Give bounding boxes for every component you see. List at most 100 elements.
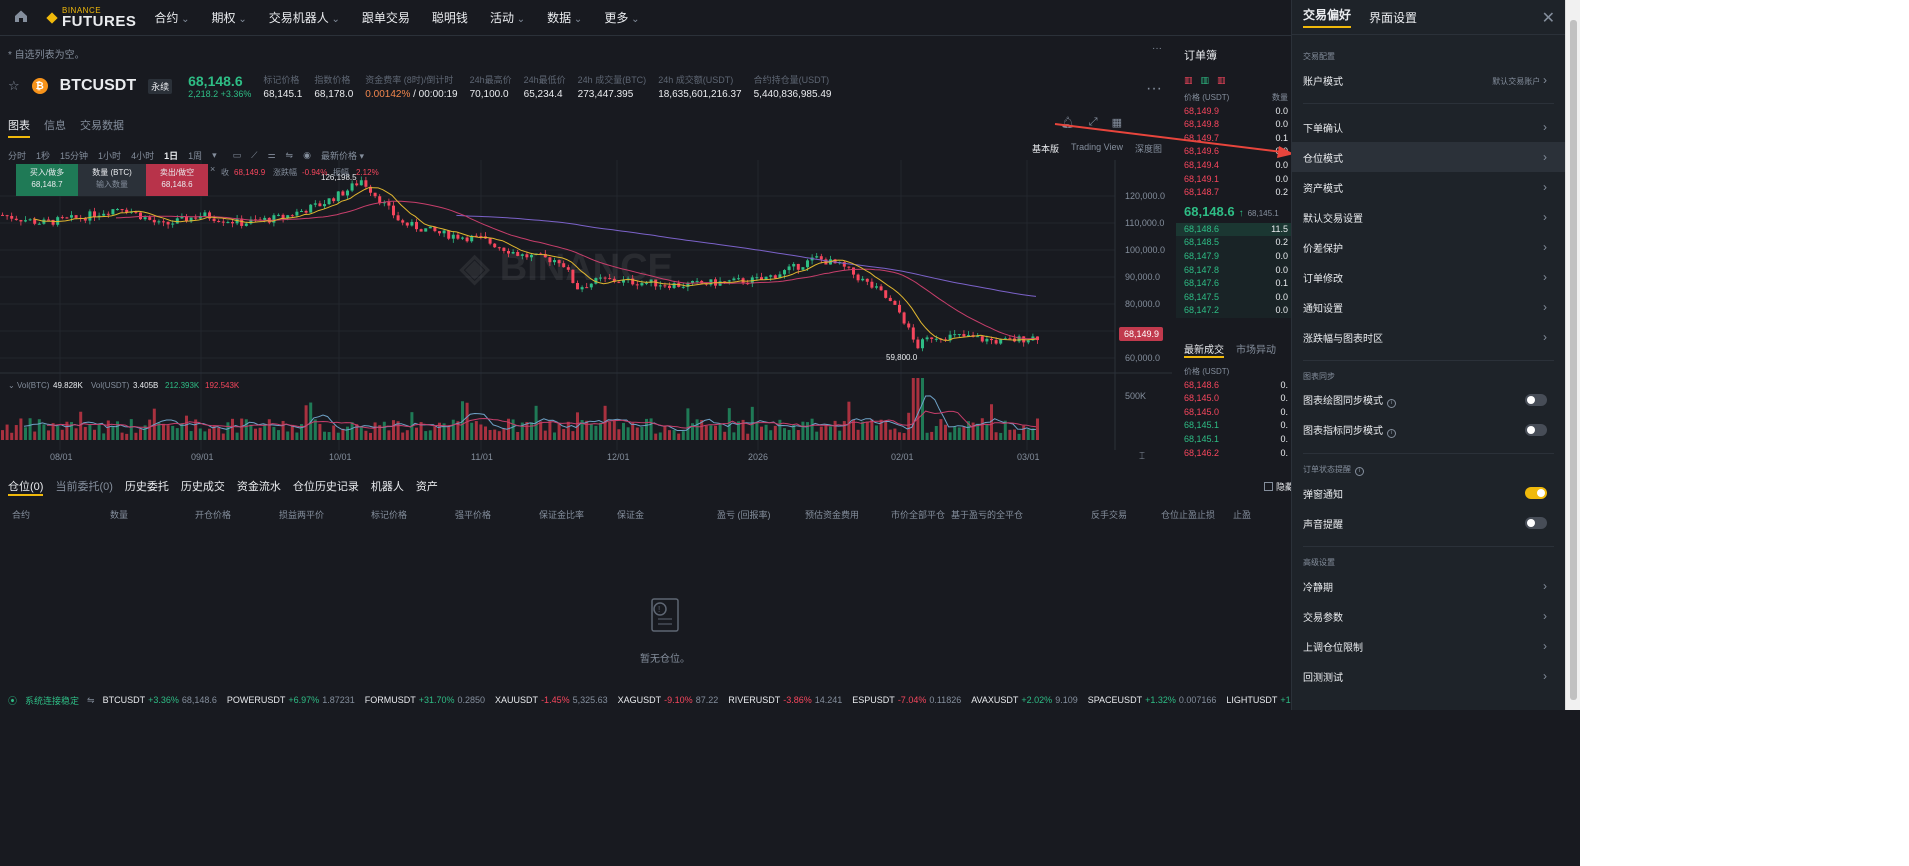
indicator-icon[interactable]: ▭ (232, 150, 242, 160)
nav-item-events[interactable]: 活动 (490, 9, 525, 26)
close-icon[interactable]: ✕ (1541, 10, 1555, 27)
bid-row[interactable]: 68,147.9 0.0 (1176, 249, 1296, 264)
sound-alert-toggle[interactable] (1525, 517, 1547, 529)
interval-1s[interactable]: 1秒 (36, 151, 51, 161)
footer-ticker-item[interactable]: RIVERUSDT -3.86% 14.241 (728, 695, 843, 705)
footer-ticker-item[interactable]: POWERUSDT +6.97% 1.87231 (226, 695, 355, 705)
bid-row[interactable]: 68,148.6 11.5 (1176, 222, 1296, 237)
bid-row[interactable]: 68,148.5 0.2 (1176, 236, 1296, 250)
ask-row[interactable]: 68,149.4 0.0 (1184, 159, 1288, 170)
ask-row[interactable]: 68,149.1 0.0 (1184, 173, 1288, 184)
bid-row[interactable]: 68,147.8 0.0 (1176, 263, 1296, 278)
bid-row[interactable]: 68,147.6 0.1 (1176, 277, 1296, 291)
footer-ticker-item[interactable]: XAGUSDT -9.10% 87.22 (617, 695, 719, 705)
drawer-menu-item[interactable]: 仓位模式 › (1292, 142, 1565, 172)
nav-item-options[interactable]: 期权 (212, 9, 247, 26)
view-tradingview[interactable]: Trading View (1070, 142, 1123, 152)
settings-slider-icon[interactable]: ⚌ (267, 150, 276, 160)
tab-info[interactable]: 信息 (44, 120, 66, 132)
ask-row[interactable]: 68,149.7 0.1 (1184, 132, 1288, 143)
tab-bots[interactable]: 机器人 (370, 481, 404, 493)
interval-15m[interactable]: 15分钟 (60, 151, 89, 161)
footer-ticker-item[interactable]: FORMUSDT +31.70% 0.2850 (364, 695, 486, 705)
ask-row[interactable]: 68,149.8 0.0 (1184, 119, 1288, 130)
nav-item-bots[interactable]: 交易机器人 (269, 9, 340, 26)
tab-chart[interactable]: 图表 (8, 117, 30, 138)
drawer-menu-item[interactable]: 价差保护 › (1303, 240, 1547, 255)
nav-item-smart-money[interactable]: 聪明钱 (431, 11, 468, 25)
tab-assets[interactable]: 资产 (415, 481, 438, 493)
drawer-menu-item[interactable]: 下单确认 › (1303, 120, 1547, 135)
tab-market-movers[interactable]: 市场异动 (1236, 345, 1276, 356)
interval-4h[interactable]: 4小时 (131, 151, 155, 161)
footer-ticker-item[interactable]: AVAXUSDT +2.02% 9.109 (971, 695, 1078, 705)
bid-row[interactable]: 68,147.2 0.0 (1176, 304, 1296, 318)
compare-icon[interactable]: ⇋ (285, 150, 294, 160)
drawer-menu-item[interactable]: 上调仓位限制 › (1303, 639, 1547, 654)
tab-positions[interactable]: 仓位(0) (8, 478, 44, 496)
drawer-menu-item[interactable]: 交易参数 › (1303, 609, 1547, 624)
bid-row[interactable]: 68,147.5 0.0 (1176, 290, 1296, 305)
tab-latest-trades[interactable]: 最新成交 (1184, 341, 1224, 358)
view-depth[interactable]: 深度图 (1134, 144, 1162, 154)
tab-trade-history[interactable]: 历史成交 (180, 481, 225, 493)
footer-ticker-item[interactable]: XAUUSDT -1.45% 5,325.63 (495, 695, 608, 705)
layout-grid-icon[interactable]: ▦ (1111, 117, 1122, 129)
quick-trade-close-icon[interactable]: × (210, 164, 216, 174)
futures-logo[interactable]: BINANCE FUTURES (46, 6, 136, 29)
interval-dropdown-icon[interactable]: ▾ (212, 150, 217, 160)
drawer-menu-item[interactable]: 默认交易设置 › (1303, 210, 1547, 225)
drawing-icon[interactable]: ⟋ (251, 150, 258, 160)
interval-1d[interactable]: 1日 (164, 151, 179, 161)
view-both-icon[interactable]: ▥ (1184, 75, 1193, 85)
quick-buy-button[interactable]: 买入/做多 68,148.7 (16, 164, 78, 196)
ask-row[interactable]: 68,149.9 0.0 (1184, 105, 1288, 116)
drawer-menu-item[interactable]: 回测测试 › (1303, 669, 1547, 684)
price-chart[interactable]: ◈ BINANCE 120,000.0 110,000.0 100,000.0 90,… (0, 160, 1172, 466)
tab-order-history[interactable]: 历史委托 (124, 481, 169, 493)
symbol-name[interactable]: BTCUSDT (59, 77, 137, 94)
replay-icon[interactable]: ◉ (303, 150, 311, 160)
favorite-star-icon[interactable]: ☆ (8, 78, 20, 93)
tab-open-orders[interactable]: 当前委托(0) (55, 481, 113, 493)
drawer-menu-item[interactable]: 通知设置 › (1303, 300, 1547, 315)
footer-ticker-item[interactable]: ESPUSDT -7.04% 0.11826 (852, 695, 962, 705)
tab-trading-preferences[interactable]: 交易偏好 (1303, 6, 1352, 28)
ticker-more-icon[interactable]: ··· (1146, 80, 1162, 97)
drawer-menu-item[interactable]: 冷静期 › (1303, 579, 1547, 594)
drawer-menu-item[interactable]: 资产模式 › (1303, 180, 1547, 195)
tab-trading-data[interactable]: 交易数据 (80, 120, 124, 132)
view-basic[interactable]: 基本版 (1031, 144, 1059, 154)
nav-item-contract[interactable]: 合约 (154, 9, 189, 26)
price-type-select[interactable]: 最新价格 ▾ (320, 151, 364, 161)
interval-1w[interactable]: 1周 (188, 151, 203, 161)
drawing-sync-toggle[interactable] (1525, 394, 1547, 406)
tab-position-history[interactable]: 仓位历史记录 (292, 481, 359, 493)
ask-row[interactable]: 68,148.7 0.2 (1184, 187, 1288, 198)
nav-item-more[interactable]: 更多 (604, 9, 639, 26)
quick-sell-button[interactable]: 卖出/做空 68,148.6 (146, 164, 208, 196)
hide-other-checkbox[interactable]: 隐藏 (1264, 480, 1294, 493)
axis-reset-icon[interactable]: ⌶ (1139, 451, 1145, 462)
drawer-scrollbar[interactable] (1565, 0, 1580, 710)
view-bids-icon[interactable]: ▥ (1200, 75, 1210, 85)
tab-transactions[interactable]: 资金流水 (236, 481, 281, 493)
favorites-more-icon[interactable]: ··· (1152, 43, 1162, 54)
indicator-sync-toggle[interactable] (1525, 424, 1547, 436)
view-asks-icon[interactable]: ▥ (1217, 75, 1226, 85)
interval-timeline[interactable]: 分时 (8, 151, 27, 161)
tab-ui-settings[interactable]: 界面设置 (1369, 10, 1418, 25)
expand-icon[interactable]: ⤢ (1088, 116, 1098, 128)
nav-item-copy-trading[interactable]: 跟单交易 (361, 11, 410, 25)
account-mode-item[interactable]: 账户模式 默认交易账户 › (1303, 73, 1547, 88)
drawer-menu-item[interactable]: 涨跌幅与图表时区 › (1303, 330, 1547, 345)
quick-qty-input[interactable]: 数量 (BTC) 输入数量 (78, 164, 146, 196)
drawer-menu-item[interactable]: 订单修改 › (1303, 270, 1547, 285)
footer-ticker-item[interactable]: BTCUSDT +3.36% 68,148.6 (102, 695, 217, 705)
popup-notice-toggle[interactable] (1525, 487, 1547, 499)
interval-1h[interactable]: 1小时 (98, 151, 122, 161)
nav-item-data[interactable]: 数据 (547, 9, 582, 26)
footer-ticker-item[interactable]: SPACEUSDT +1.32% 0.007166 (1087, 695, 1217, 705)
home-icon[interactable] (14, 9, 28, 23)
footer-ticker-item[interactable]: LIGHTUSDT+1.18%0.1884 (1226, 695, 1296, 705)
